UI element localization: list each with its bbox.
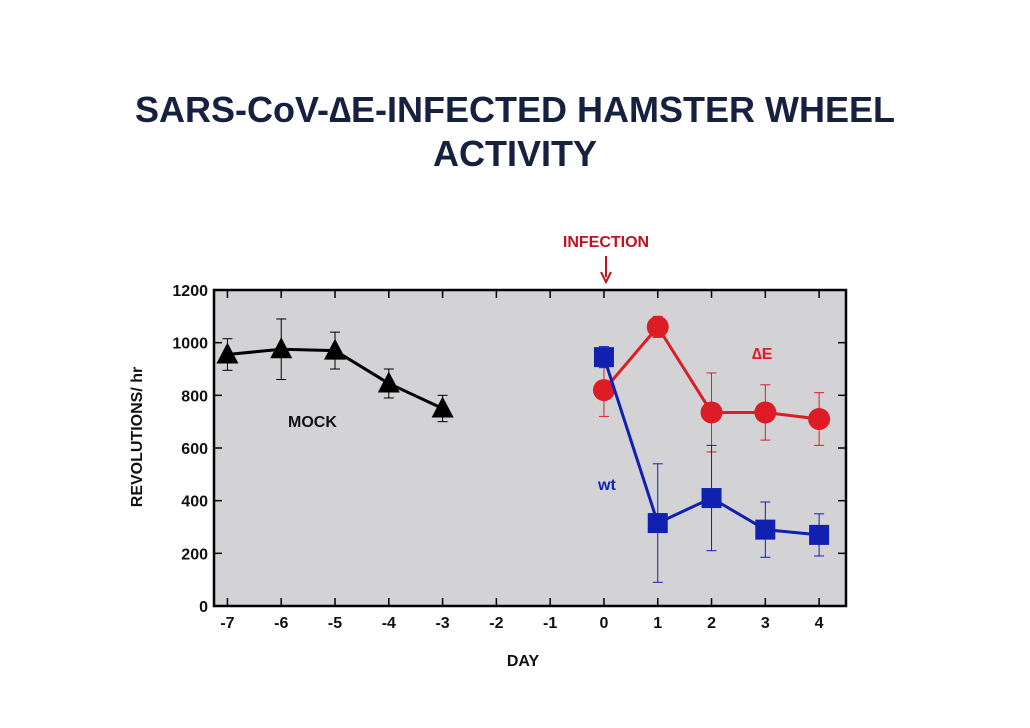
x-tick-label: -1	[543, 615, 557, 632]
x-tick-label: 2	[707, 615, 716, 632]
x-tick-label: -6	[274, 615, 288, 632]
series-label-mock: MOCK	[288, 414, 337, 431]
infection-arrow-icon	[600, 256, 612, 285]
infection-annotation-label: INFECTION	[563, 234, 649, 251]
x-tick-label: 3	[761, 615, 770, 632]
plot-area	[212, 288, 848, 608]
x-tick-label: 4	[815, 615, 824, 632]
y-tick-label: 1200	[172, 283, 208, 300]
series-label-delta-e: ∆E	[752, 346, 773, 363]
data-point-wt	[593, 347, 614, 368]
y-tick-label: 1000	[172, 336, 208, 353]
x-tick-label: -5	[328, 615, 342, 632]
data-point-delta-e	[592, 379, 615, 402]
y-axis-label: REVOLUTIONS/ hr	[129, 367, 146, 507]
chart-title: SARS-CoV-∆E-INFECTED HAMSTER WHEEL ACTIV…	[0, 88, 1030, 176]
data-point-wt	[755, 519, 776, 540]
axis-ticks: -7 -6 -5 -4 -3 -2 -1 0 1 2 3 4 0 200 400 600 800 1000 1200	[172, 283, 846, 632]
data-point-delta-e	[646, 315, 669, 338]
data-point-mock	[270, 337, 293, 359]
chart-title-line-1: SARS-CoV-∆E-INFECTED HAMSTER WHEEL	[134, 89, 896, 130]
x-tick-label: -3	[435, 615, 449, 632]
data-point-mock	[431, 396, 454, 418]
series-label-wt: wt	[597, 477, 616, 494]
x-tick-label: -7	[220, 615, 234, 632]
x-axis-label: DAY	[507, 653, 540, 670]
data-point-mock	[216, 342, 239, 364]
y-tick-label: 800	[181, 388, 208, 405]
series-layer	[216, 315, 831, 583]
data-point-mock	[324, 338, 347, 360]
x-tick-label: 0	[600, 615, 609, 632]
series-mock	[216, 318, 454, 423]
data-point-wt	[809, 524, 830, 545]
x-tick-label: 1	[653, 615, 662, 632]
y-tick-label: 400	[181, 494, 208, 511]
data-point-delta-e	[700, 401, 723, 424]
series-delta-e	[592, 315, 831, 453]
y-tick-label: 200	[181, 546, 208, 563]
data-point-delta-e	[754, 401, 777, 424]
x-tick-label: -2	[489, 615, 503, 632]
data-point-mock	[377, 371, 400, 393]
data-point-wt	[701, 488, 722, 509]
series-wt	[593, 346, 830, 583]
data-point-delta-e	[808, 408, 831, 431]
data-point-wt	[647, 513, 668, 534]
y-tick-label: 600	[181, 441, 208, 458]
x-tick-label: -4	[382, 615, 396, 632]
chart-title-line-2: ACTIVITY	[432, 133, 597, 174]
y-tick-label: 0	[199, 599, 208, 616]
